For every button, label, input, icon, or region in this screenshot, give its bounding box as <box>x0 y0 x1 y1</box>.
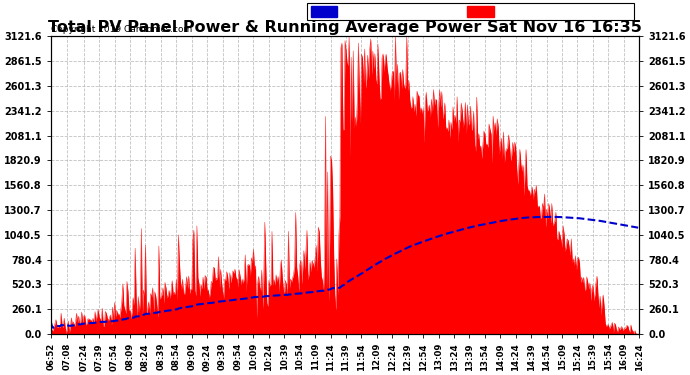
Text: Copyright 2019 Cartronics.com: Copyright 2019 Cartronics.com <box>51 24 192 33</box>
Title: Total PV Panel Power & Running Average Power Sat Nov 16 16:35: Total PV Panel Power & Running Average P… <box>48 20 642 35</box>
Legend: Average  (DC Watts), PV Panels  (DC Watts): Average (DC Watts), PV Panels (DC Watts) <box>308 3 634 20</box>
